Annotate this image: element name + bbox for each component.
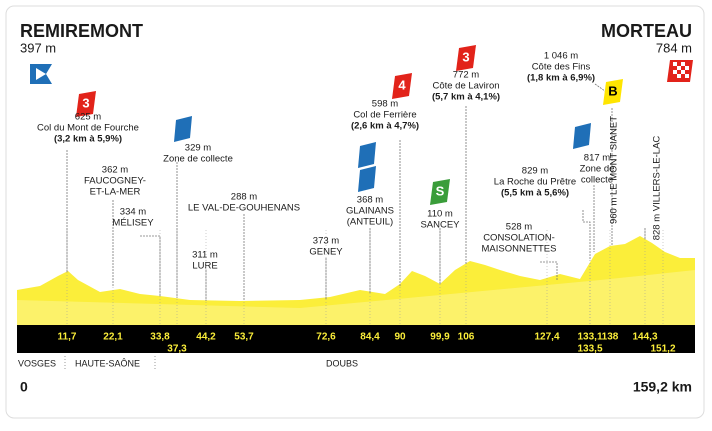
- start-name: REMIREMONT: [20, 21, 143, 41]
- leader-line: [582, 210, 591, 260]
- km-label: 11,7: [58, 332, 77, 343]
- leader-line: [594, 83, 613, 97]
- point-label: Zone de collecte: [163, 154, 233, 165]
- km-label: 144,3: [632, 332, 657, 343]
- finish-flag: [667, 60, 693, 82]
- point-label: (1,8 km à 6,9%): [527, 73, 595, 84]
- point-label: 368 m: [357, 195, 383, 206]
- point-label: 772 m: [453, 70, 479, 81]
- region-label: DOUBS: [326, 358, 358, 368]
- badge-label: 4: [398, 77, 406, 92]
- point-label: La Roche du Prêtre: [494, 177, 576, 188]
- km-label: 37,3: [167, 344, 187, 355]
- point-label: LURE: [192, 261, 217, 272]
- km-label: 99,9: [430, 332, 450, 343]
- km-strip: [17, 325, 695, 353]
- point-label: ET-LA-MER: [90, 187, 141, 198]
- km-label: 33,8: [150, 332, 170, 343]
- point-label: 598 m: [372, 99, 398, 110]
- region-label: VOSGES: [18, 358, 56, 368]
- point-label: GLAINANS: [346, 206, 394, 217]
- km-label: 22,1: [103, 332, 123, 343]
- km-label: 84,4: [360, 332, 380, 343]
- badge-label: 3: [82, 95, 89, 110]
- km-label: 133,5: [577, 344, 602, 355]
- point-label: MAISONNETTES: [482, 244, 557, 255]
- point-label: 828 m VILLERS-LE-LAC: [652, 136, 663, 241]
- point-label: 329 m: [185, 143, 211, 154]
- point-label: 829 m: [522, 166, 548, 177]
- point-label: (5,7 km à 4,1%): [432, 92, 500, 103]
- km-label: 90: [394, 332, 406, 343]
- point-label: 528 m: [506, 222, 532, 233]
- badge-label: 3: [462, 49, 469, 64]
- point-label: 817 m: [584, 153, 610, 164]
- distance-start: 0: [20, 379, 28, 395]
- point-label: (3,2 km à 5,9%): [54, 134, 122, 145]
- point-label: 373 m: [313, 236, 339, 247]
- point-label: FAUCOGNEY-: [84, 176, 146, 187]
- start-arrow: [36, 68, 46, 80]
- badge: [430, 179, 450, 205]
- point-label: 288 m: [231, 192, 257, 203]
- point-label: (5,5 km à 5,6%): [501, 188, 569, 199]
- point-label: 334 m: [120, 207, 146, 218]
- point-label: CONSOLATION-: [483, 233, 555, 244]
- profile-shade: [17, 270, 695, 325]
- point-label: (ANTEUIL): [347, 217, 393, 228]
- point-label: 362 m: [102, 165, 128, 176]
- point-label: Côte de Laviron: [432, 81, 499, 92]
- km-label: 127,4: [534, 332, 559, 343]
- point-label: Côte des Fins: [532, 62, 591, 73]
- km-label: 53,7: [234, 332, 254, 343]
- km-label: 106: [458, 332, 475, 343]
- point-label: LE VAL-DE-GOUHENANS: [188, 203, 300, 214]
- km-label: 44,2: [196, 332, 216, 343]
- point-label: Col du Mont de Fourche: [37, 123, 139, 134]
- region-label: HAUTE-SAÔNE: [75, 358, 140, 368]
- zone-icons: [174, 116, 591, 192]
- distance-end: 159,2 km: [633, 379, 692, 395]
- badge: [76, 91, 96, 117]
- point-label: SANCEY: [420, 220, 460, 231]
- point-label: collecte: [581, 175, 613, 186]
- badge-label: B: [608, 83, 617, 98]
- point-label: Zone de: [580, 164, 615, 175]
- point-label: 625 m: [75, 112, 101, 123]
- point-label: (2,6 km à 4,7%): [351, 121, 419, 132]
- point-label: 1 046 m: [544, 51, 578, 62]
- badge: [603, 79, 623, 105]
- badge: [392, 73, 412, 99]
- badge-label: S: [436, 183, 445, 198]
- km-label: 138: [602, 332, 619, 343]
- point-label: 110 m: [427, 209, 453, 220]
- point-label: 311 m: [192, 250, 218, 261]
- start-altitude: 397 m: [20, 40, 56, 55]
- leader-line: [540, 261, 558, 280]
- finish-name: MORTEAU: [601, 21, 692, 41]
- km-label: 72,6: [316, 332, 336, 343]
- badge: [456, 45, 476, 71]
- point-label: 960 m LE MONT SIANET: [609, 116, 620, 224]
- finish-altitude: 784 m: [656, 40, 692, 55]
- km-label: 151,2: [650, 344, 675, 355]
- point-label: GENEY: [309, 247, 343, 258]
- km-label: 133,1: [577, 332, 602, 343]
- point-label: MÉLISEY: [112, 218, 154, 229]
- point-label: Col de Ferrière: [353, 110, 416, 121]
